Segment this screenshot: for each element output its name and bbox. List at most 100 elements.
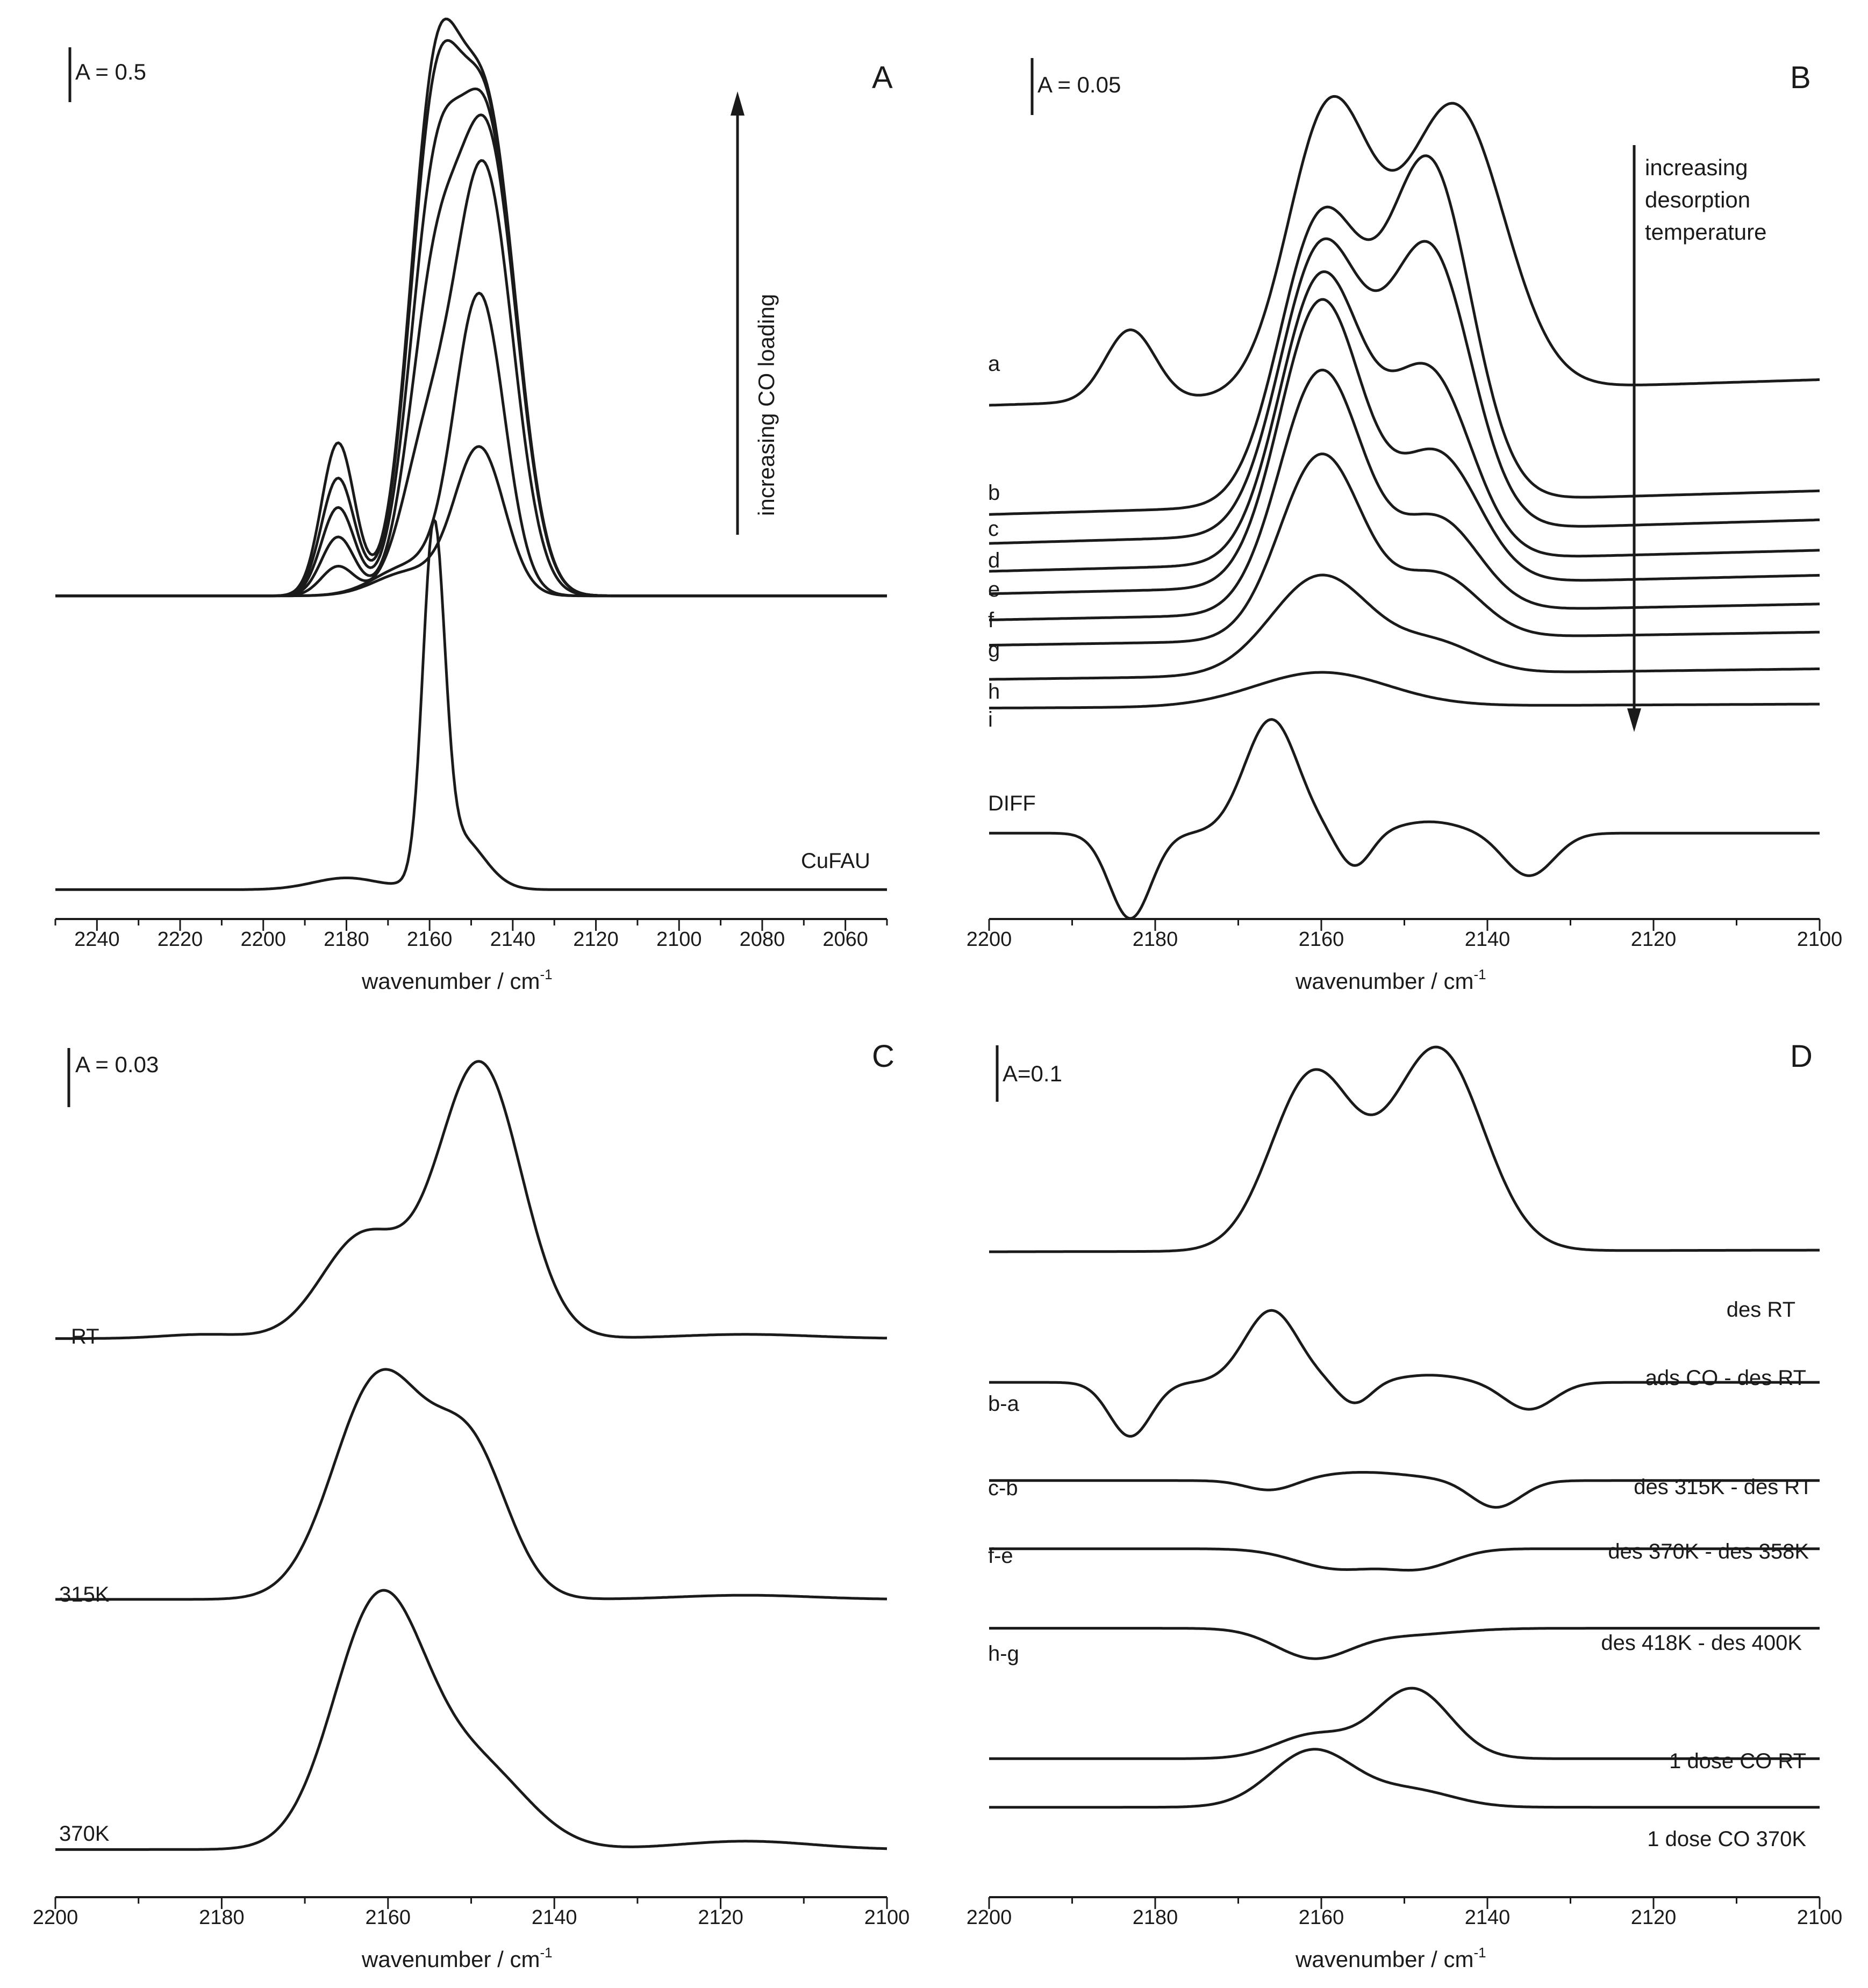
scale-label-d: A=0.1 xyxy=(1003,1061,1062,1086)
ticks-d: 2200 2180 2160 2140 2120 2100 xyxy=(967,1897,1843,1929)
series-line-loading-7 xyxy=(55,17,887,598)
ticks-c: 2200 2180 2160 2140 2120 2100 xyxy=(33,1897,910,1929)
tick-label: 2100 xyxy=(656,928,702,951)
tick-label: 2180 xyxy=(1133,928,1178,951)
scale-label-c: A = 0.03 xyxy=(75,1052,159,1077)
tick-label: 2160 xyxy=(407,928,453,951)
panel-c: A = 0.03 C RT 315K 370K 2200 2180 2160 2140… xyxy=(33,1039,910,1972)
series-line-i xyxy=(989,671,1820,709)
series-line-1-dose-co-rt xyxy=(989,1686,1820,1760)
curve-label-b-a: b-a xyxy=(988,1392,1020,1416)
panel-letter-a: A xyxy=(872,60,893,95)
tick-label: 2100 xyxy=(1797,928,1843,951)
curve-label-d: d xyxy=(988,549,1000,572)
series-line-des-rt xyxy=(989,1045,1820,1253)
series-line-a xyxy=(989,95,1820,407)
series-line-315k xyxy=(55,1368,887,1601)
axis-title-b: wavenumber / cm-1 xyxy=(1295,966,1486,994)
curves-b xyxy=(989,95,1820,920)
tick-label: 2080 xyxy=(740,928,785,951)
tick-label: 2160 xyxy=(366,1906,411,1929)
tick-label: 2240 xyxy=(74,928,120,951)
tick-label: 2120 xyxy=(1631,928,1677,951)
annotation-desorption-line-1: increasing xyxy=(1645,155,1748,180)
annotation-desorption-line-2: desorption xyxy=(1645,187,1750,212)
series-line-c xyxy=(989,237,1820,545)
tick-label: 2100 xyxy=(1797,1906,1843,1929)
series-line-1-dose-co-370k xyxy=(989,1748,1820,1809)
desorption-arrow xyxy=(1627,145,1641,732)
curve-label-b: b xyxy=(988,481,1000,505)
curve-label-des-rt: des RT xyxy=(1727,1298,1795,1322)
tick-label: 2200 xyxy=(967,1906,1012,1929)
curve-label-1-dose-co-rt: 1 dose CO RT xyxy=(1669,1749,1806,1773)
tick-label: 2180 xyxy=(324,928,369,951)
axis-title-a: wavenumber / cm-1 xyxy=(361,966,553,994)
axis-title-d: wavenumber / cm-1 xyxy=(1295,1944,1486,1972)
tick-label: 2180 xyxy=(1133,1906,1178,1929)
curve-label-diff: DIFF xyxy=(988,792,1036,815)
panel-d: A=0.1 D b-a c-b f-e h-g des RT ads CO - … xyxy=(967,1039,1843,1972)
curves-a xyxy=(55,17,887,891)
curve-label-g: g xyxy=(988,638,1000,662)
tick-label: 2120 xyxy=(573,928,619,951)
tick-label: 2140 xyxy=(532,1906,577,1929)
curve-label-1-dose-co-370k: 1 dose CO 370K xyxy=(1647,1827,1806,1851)
tick-label: 2180 xyxy=(199,1906,245,1929)
panel-b: A = 0.05 B increasing desorption tempera… xyxy=(967,58,1843,994)
tick-label: 2160 xyxy=(1299,1906,1344,1929)
ticks-a: 2240 2220 2200 2180 2160 2140 2120 2100 2080 2060 xyxy=(54,919,888,951)
annotation-desorption-line-3: temperature xyxy=(1645,219,1766,245)
series-line-h xyxy=(989,573,1820,681)
scale-label-a: A = 0.5 xyxy=(75,59,146,84)
curve-label-e: e xyxy=(988,578,1000,601)
tick-label: 2120 xyxy=(1631,1906,1677,1929)
curve-label-370k: 370K xyxy=(59,1822,110,1846)
curve-label-des-418k-des-400k: des 418K - des 400K xyxy=(1601,1631,1802,1655)
series-line-ads-co-des-rt xyxy=(989,1309,1820,1438)
series-line-370k xyxy=(55,1589,888,1851)
axis-title-c: wavenumber / cm-1 xyxy=(361,1944,553,1972)
series-line-diff xyxy=(989,718,1820,920)
panel-letter-c: C xyxy=(872,1039,894,1074)
panel-a: A = 0.5 A increasing CO loading CuFAU 22… xyxy=(54,17,893,994)
curve-label-h: h xyxy=(988,680,1000,704)
loading-arrow xyxy=(731,91,745,535)
tick-label: 2220 xyxy=(158,928,203,951)
tick-label: 2160 xyxy=(1299,928,1344,951)
curve-label-h-g: h-g xyxy=(988,1642,1019,1666)
tick-label: 2140 xyxy=(1465,928,1511,951)
series-line-b xyxy=(989,154,1820,516)
tick-label: 2140 xyxy=(490,928,536,951)
series-line-f xyxy=(989,369,1820,621)
series-line-des-418k-des-400k xyxy=(989,1627,1820,1660)
curve-label-rt: RT xyxy=(71,1325,99,1348)
tick-label: 2200 xyxy=(33,1906,78,1929)
panel-letter-b: B xyxy=(1790,60,1811,95)
scale-label-b: A = 0.05 xyxy=(1037,72,1121,97)
curve-label-cufau: CuFAU xyxy=(801,849,870,873)
series-line-cufau xyxy=(55,518,887,891)
curves-c xyxy=(55,1060,888,1851)
series-line-rt xyxy=(55,1060,888,1340)
tick-label: 2060 xyxy=(822,928,868,951)
tick-label: 2140 xyxy=(1465,1906,1511,1929)
tick-label: 2200 xyxy=(967,928,1012,951)
tick-label: 2100 xyxy=(864,1906,910,1929)
tick-label: 2200 xyxy=(240,928,286,951)
series-line-g xyxy=(989,453,1820,647)
curve-label-ads-co-des-rt: ads CO - des RT xyxy=(1645,1366,1806,1390)
curve-label-i: i xyxy=(988,708,993,731)
curve-label-des-370k-des-358k: des 370K - des 358K xyxy=(1608,1540,1809,1563)
curve-label-c: c xyxy=(988,517,999,541)
tick-label: 2120 xyxy=(698,1906,743,1929)
series-line-des-370k-des-358k xyxy=(989,1547,1820,1572)
ticks-b: 2200 2180 2160 2140 2120 2100 xyxy=(967,919,1843,951)
curve-label-315k: 315K xyxy=(59,1583,110,1606)
series-line-e xyxy=(989,298,1820,595)
panel-letter-d: D xyxy=(1790,1039,1813,1074)
series-line-des-315k-des-rt xyxy=(989,1471,1820,1509)
curves-d xyxy=(989,1045,1820,1809)
curve-label-des-315k-des-rt: des 315K - des RT xyxy=(1634,1475,1813,1499)
